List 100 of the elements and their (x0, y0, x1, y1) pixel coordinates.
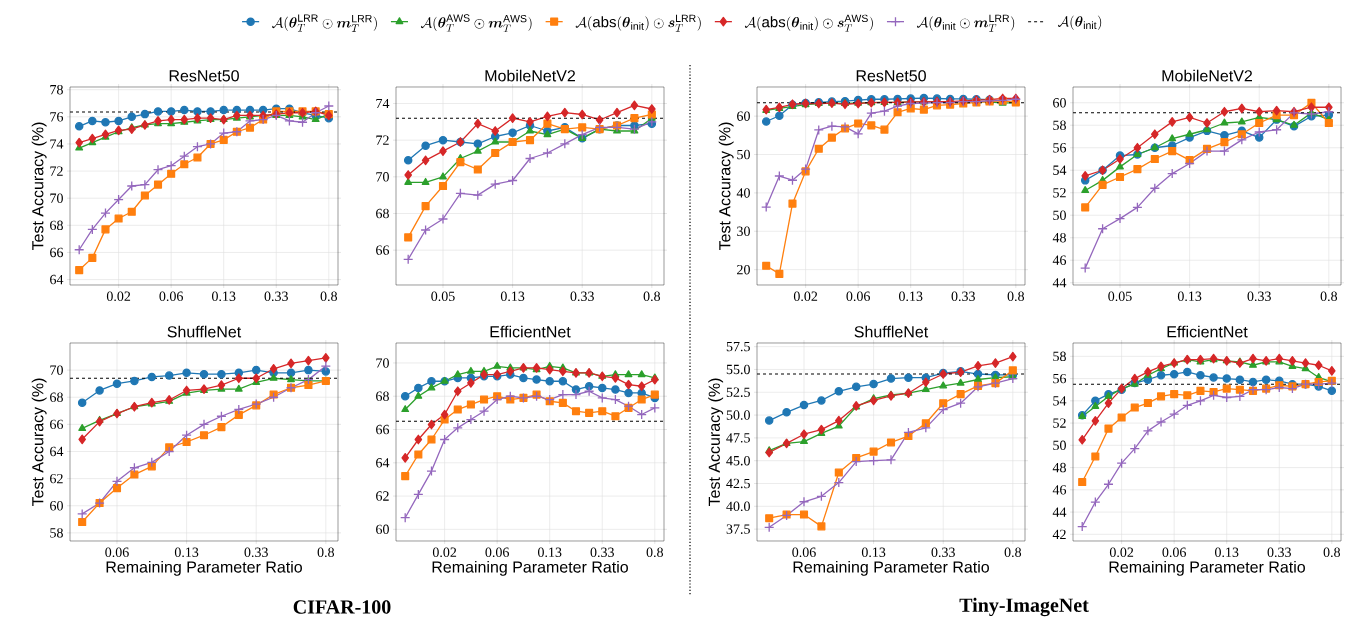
x-tick-label: 0.02 (432, 547, 457, 558)
y-tick-label: 48 (1052, 462, 1066, 473)
x-tick-label: 0.8 (646, 547, 664, 558)
x-tick-label: 0.13 (861, 547, 886, 558)
x-tick-label: 0.13 (174, 547, 199, 558)
y-tick-label: 58 (50, 528, 63, 538)
y-tick-label: 68 (50, 220, 63, 231)
x-axis-title: Remaining Parameter Ratio (793, 560, 989, 576)
y-tick-label: 68 (376, 391, 389, 401)
y-tick-label: 54 (1053, 165, 1067, 175)
y-axis-title: Test Accuracy (%) (718, 122, 734, 251)
x-tick-label: 0.06 (792, 547, 816, 558)
y-tick-label: 52 (1053, 418, 1066, 428)
x-tick-label: 0.33 (951, 291, 975, 302)
y-tick-label: 64 (50, 274, 64, 285)
y-tick-label: 48 (1052, 233, 1066, 243)
x-axis-title: Remaining Parameter Ratio (1109, 560, 1305, 576)
y-axis-title: Test Accuracy (%) (31, 378, 47, 507)
x-tick-label: 0.06 (159, 291, 183, 302)
legend-label: $\mathcal{A}(\boldsymbol{\theta}_T^{\mathrm{AWS}}\odot\boldsymbol{m}_T^{\mathrm{AWS}})$ (421, 14, 532, 33)
x-tick-label: 0.8 (1004, 547, 1022, 558)
y-tick-label: 66 (376, 424, 390, 435)
y-tick-label: 68 (50, 392, 63, 402)
chart-title: ResNet50 (169, 70, 239, 82)
x-tick-label: 0.13 (500, 291, 525, 302)
y-tick-label: 60 (1053, 98, 1066, 108)
y-tick-label: 40.0 (726, 501, 750, 512)
y-tick-label: 52 (1053, 188, 1066, 198)
chart-title: ShuffleNet (854, 325, 929, 338)
chart-title: MobileNetV2 (1162, 69, 1252, 82)
x-tick-label: 0.13 (211, 291, 236, 302)
y-tick-label: 40 (736, 188, 750, 198)
x-tick-label: 0.02 (1109, 547, 1134, 558)
x-tick-label: 0.06 (105, 547, 129, 558)
x-tick-label: 0.13 (538, 547, 562, 558)
y-tick-label: 70 (50, 365, 63, 375)
y-axis-title: Test Accuracy (%) (708, 378, 724, 507)
x-tick-label: 0.33 (264, 291, 288, 302)
y-tick-label: 45.0 (726, 455, 750, 466)
x-tick-label: 0.8 (1007, 291, 1025, 302)
text: Tiny-ImageNet (959, 597, 1089, 617)
x-tick-label: 0.33 (931, 547, 955, 558)
x-tick-label: 0.33 (1267, 547, 1291, 558)
y-tick-label: 72 (376, 135, 389, 145)
x-tick-label: 0.8 (643, 291, 661, 302)
x-tick-label: 0.02 (793, 291, 818, 302)
y-tick-label: 30 (737, 226, 750, 236)
y-tick-label: 76 (50, 112, 64, 122)
x-tick-label: 0.33 (590, 547, 614, 558)
y-tick-label: 50.0 (726, 410, 750, 420)
x-axis-title: Remaining Parameter Ratio (106, 560, 302, 576)
y-tick-label: 64 (50, 446, 64, 457)
x-tick-label: 0.05 (1108, 291, 1132, 302)
y-tick-label: 58 (1053, 351, 1066, 362)
legend-label: $\mathcal{A}(\boldsymbol{\theta}_{\mathrm{init}}\odot\boldsymbol{m}_T^{\mathrm{LRR}})$ (917, 14, 1015, 32)
y-tick-label: 56 (1053, 143, 1067, 153)
y-axis-title: Test Accuracy (%) (31, 122, 47, 251)
chart-title: ShuffleNet (167, 325, 242, 338)
y-tick-label: 78 (50, 84, 63, 95)
y-tick-label: 66 (50, 419, 64, 430)
y-tick-label: 56 (1053, 373, 1067, 384)
y-tick-label: 64 (376, 458, 390, 468)
y-tick-label: 50 (737, 149, 750, 160)
y-tick-label: 50 (1053, 210, 1066, 220)
y-tick-label: 60 (376, 524, 389, 535)
x-tick-label: 0.33 (244, 547, 268, 558)
chart-title: ResNet50 (856, 70, 926, 82)
y-tick-label: 20 (737, 264, 750, 275)
y-tick-label: 62 (50, 473, 63, 484)
y-tick-label: 66 (50, 247, 64, 258)
y-tick-label: 70 (376, 172, 389, 182)
y-tick-label: 46 (1052, 485, 1067, 495)
x-tick-label: 0.06 (485, 547, 509, 558)
x-tick-label: 0.13 (1215, 547, 1239, 558)
legend-label: $\mathcal{A}(\mathrm{abs}(\boldsymbol{\theta}_{\mathrm{init}})\odot\boldsymbol{s}_T^{\mathrm{AWS}})$ (744, 14, 873, 32)
x-tick-label: 0.06 (1162, 547, 1187, 558)
x-tick-label: 0.8 (1320, 291, 1338, 302)
y-tick-label: 57.5 (726, 341, 750, 352)
legend-label: $\mathcal{A}(\boldsymbol{\theta}_T^{\mathrm{LRR}}\odot\boldsymbol{m}_T^{\mathrm{LRR}})$ (272, 14, 377, 32)
x-tick-label: 0.8 (317, 547, 335, 558)
x-tick-label: 0.33 (570, 291, 594, 302)
y-tick-label: 55.0 (726, 364, 750, 375)
x-tick-label: 0.06 (846, 291, 870, 302)
y-tick-label: 70 (50, 193, 63, 203)
legend-label: $\mathcal{A}(\mathrm{abs}(\boldsymbol{\theta}_{\mathrm{init}})\odot\boldsymbol{s}_T^{\mathrm{LRR}})$ (575, 14, 701, 32)
y-tick-label: 74 (376, 98, 390, 109)
y-tick-label: 42.5 (726, 478, 750, 489)
y-tick-label: 62 (376, 491, 389, 501)
y-tick-label: 74 (50, 139, 64, 149)
x-tick-label: 0.13 (899, 291, 923, 302)
x-tick-label: 0.05 (431, 291, 455, 302)
y-tick-label: 42 (1052, 529, 1066, 539)
y-tick-label: 52.5 (726, 387, 750, 398)
y-tick-label: 37.5 (726, 524, 750, 534)
chart-title: MobileNetV2 (485, 69, 575, 82)
legend-label: $\mathcal{A}(\boldsymbol{\theta}_{\mathrm{init}})$ (1058, 15, 1102, 30)
y-tick-label: 44 (1052, 278, 1067, 288)
y-tick-label: 68 (376, 208, 389, 219)
x-tick-label: 0.8 (320, 291, 338, 302)
x-tick-label: 0.8 (1323, 547, 1341, 558)
